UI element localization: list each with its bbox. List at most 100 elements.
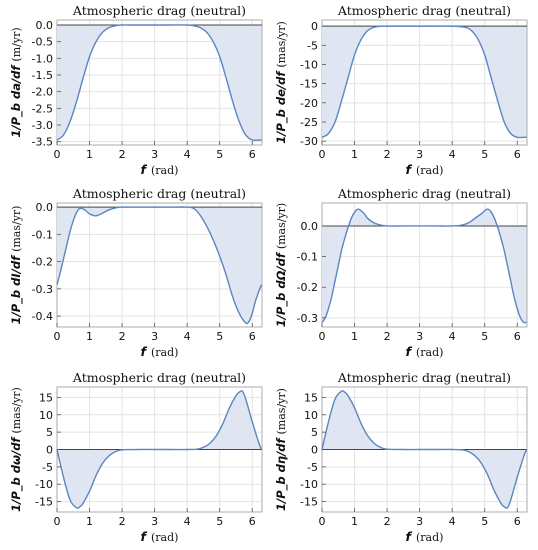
x-tick-label: 6 [514,148,521,161]
x-tick-label: 4 [184,330,191,343]
x-tick-label: 2 [384,515,391,528]
y-axis-label: 1/P_b de/df(mas/yr) [274,21,289,144]
y-tick-label: -5 [42,461,53,474]
x-axis-label: f (rad) [406,162,444,177]
chart-panel-3: 0 1 2 3 4 5 6 0.0 -0.1 -0.2 -0.3 -0.4 Atmospheric dr… [9,186,263,359]
y-axis-label: 1/P_b dω/df(mas/yr) [9,387,24,512]
x-tick-label: 2 [384,330,391,343]
x-tick-label: 1 [351,330,358,343]
y-axis-label: 1/P_b dΩ/df(mas/yr) [274,203,289,327]
chart-panel-2: 0 1 2 3 4 5 6 0 -5 -10 -15 -20 -25 -30 Atmospheric dra… [274,3,528,177]
y-tick-label: -0.2 [32,256,53,269]
x-tick-label: 2 [119,148,126,161]
x-tick-label: 1 [351,148,358,161]
x-tick-label: 0 [319,515,326,528]
series-area-fill [57,24,262,141]
y-tick-label: -0.5 [32,36,53,49]
y-tick-label: 5 [46,426,53,439]
chart-title: Atmospheric drag (neutral) [72,3,246,18]
series-line [56,390,263,509]
x-axis-label: f (rad) [406,529,444,544]
x-tick-label: 6 [249,330,256,343]
chart-title: Atmospheric drag (neutral) [72,186,246,201]
x-tick-label: 5 [481,330,488,343]
x-tick-label: 0 [319,148,326,161]
y-tick-label: 0.0 [36,19,54,32]
y-tick-label: -5 [307,461,318,474]
x-tick-label: 6 [514,330,521,343]
y-axis-label: 1/P_b dI/df(mas/yr) [9,206,24,325]
series-line [321,390,528,509]
x-axis-label: f (rad) [406,344,444,359]
x-tick-label: 5 [481,148,488,161]
chart-panel-4: 0 1 2 3 4 5 6 0.0 -0.1 -0.2 -0.3 Atmospheric drag (… [274,186,528,359]
x-tick-label: 0 [54,515,61,528]
x-tick-label: 4 [449,330,456,343]
y-tick-label: -1.0 [32,52,53,65]
y-tick-label: -0.3 [32,283,53,296]
y-tick-label: -0.1 [32,228,53,241]
x-tick-label: 5 [481,515,488,528]
y-tick-label: 0 [46,444,53,457]
x-axis-label: f (rad) [141,529,179,544]
y-tick-label: -30 [300,135,318,148]
y-tick-label: -15 [35,496,53,509]
chart-title: Atmospheric drag (neutral) [337,370,511,385]
y-tick-label: -10 [35,478,53,491]
y-tick-label: 10 [304,409,318,422]
y-tick-label: -2.0 [32,86,53,99]
y-tick-label: -15 [300,78,318,91]
y-tick-label: -15 [300,496,318,509]
y-tick-label: 15 [39,391,53,404]
x-tick-label: 4 [184,515,191,528]
x-tick-label: 5 [216,515,223,528]
chart-title: Atmospheric drag (neutral) [72,370,246,385]
y-tick-label: -3.5 [32,136,53,149]
y-tick-label: -3.0 [32,119,53,132]
x-tick-label: 6 [249,148,256,161]
series-area-fill [57,206,262,324]
x-tick-label: 3 [416,515,423,528]
chart-panel-5: 0 1 2 3 4 5 6 15 10 5 0 -5 -10 -15 Atmospheric drag (n… [9,370,263,544]
series-line [321,25,527,139]
chart-panel-6: 0 1 2 3 4 5 6 15 10 5 0 -5 -10 -15 Atmospheric drag (n… [274,370,528,544]
series-line [56,206,263,325]
x-tick-label: 2 [119,330,126,343]
y-axis-label: 1/P_b da/df(m/yr) [9,27,24,137]
y-tick-label: -0.3 [297,312,318,325]
x-tick-label: 0 [54,330,61,343]
x-tick-label: 1 [86,148,93,161]
x-tick-label: 3 [416,330,423,343]
x-tick-label: 4 [449,148,456,161]
y-tick-label: -0.1 [297,251,318,264]
x-tick-label: 3 [151,148,158,161]
y-axis-label: 1/P_b dη/df(mas/yr) [274,388,289,511]
x-tick-label: 3 [416,148,423,161]
series-line [56,24,262,142]
y-tick-label: 10 [39,409,53,422]
chart-title: Atmospheric drag (neutral) [337,186,511,201]
x-tick-label: 1 [86,330,93,343]
chart-title: Atmospheric drag (neutral) [337,3,511,18]
y-tick-label: -0.4 [32,310,53,323]
x-tick-label: 2 [119,515,126,528]
x-axis-label: f (rad) [141,162,179,177]
x-tick-label: 6 [514,515,521,528]
x-tick-label: 0 [319,330,326,343]
y-tick-label: 15 [304,391,318,404]
x-tick-label: 1 [351,515,358,528]
series-line [321,208,527,324]
y-tick-label: -5 [307,39,318,52]
x-tick-label: 6 [249,515,256,528]
series-area-fill [322,26,527,138]
y-tick-label: -25 [300,116,318,129]
y-tick-label: -0.2 [297,281,318,294]
y-tick-label: -10 [300,478,318,491]
x-tick-label: 4 [449,515,456,528]
x-tick-label: 2 [384,148,391,161]
y-tick-label: 0 [311,444,318,457]
y-tick-label: -10 [300,58,318,71]
x-axis-label: f (rad) [141,344,179,359]
x-tick-label: 5 [216,148,223,161]
x-tick-label: 5 [216,330,223,343]
